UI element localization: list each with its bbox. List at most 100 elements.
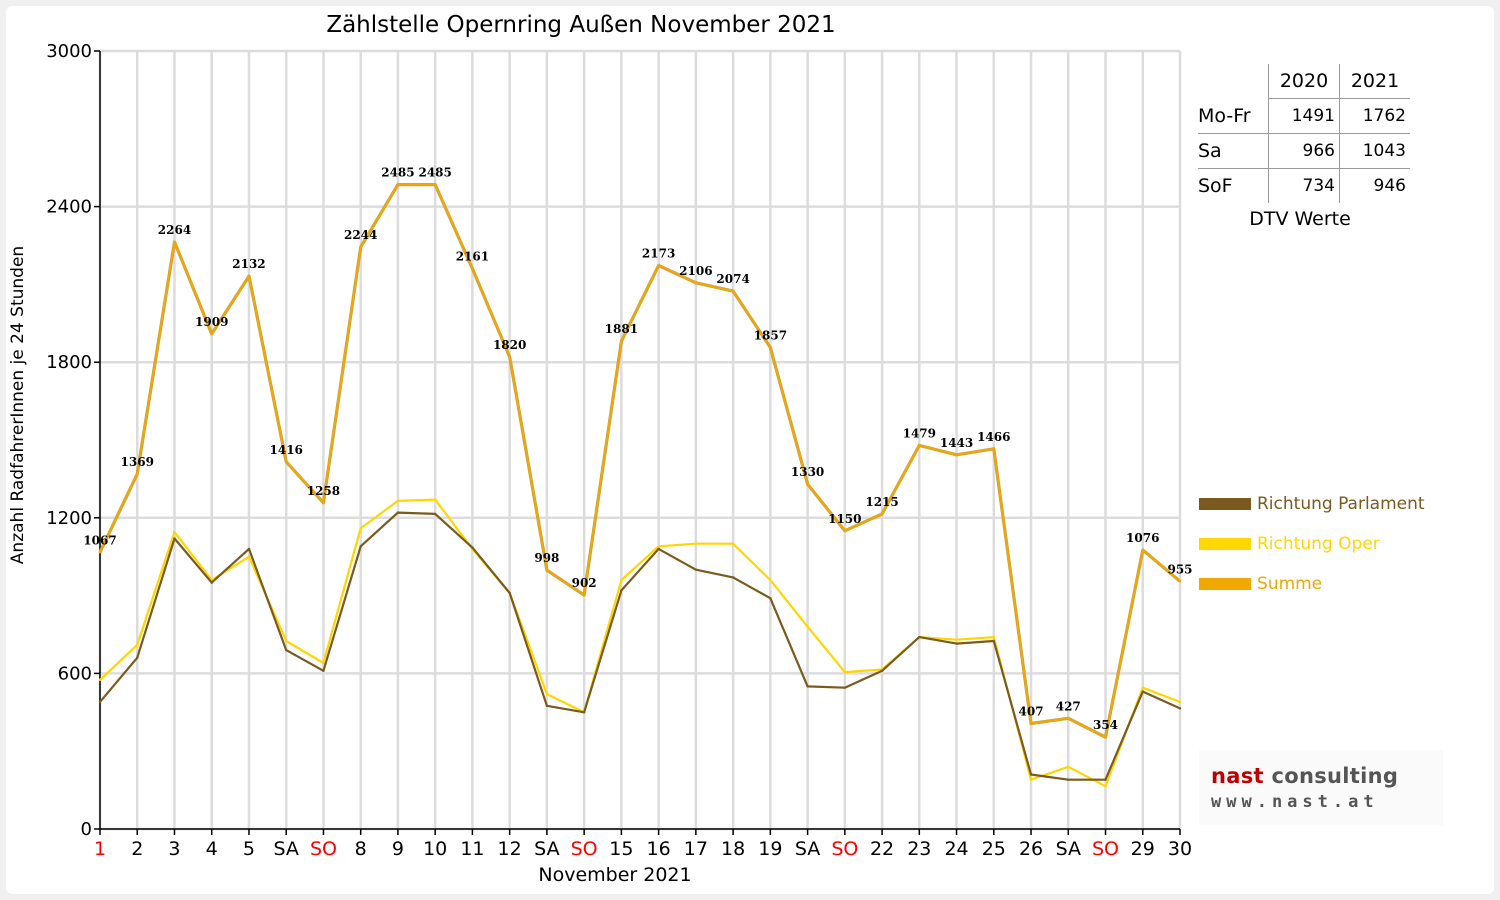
data-point [843,529,847,532]
dtv-row-label: Mo-Fr [1198,98,1269,134]
legend-label: Richtung Oper [1257,534,1380,554]
y-tick-label: 1200 [46,508,92,529]
data-point [285,460,288,463]
data-label: 1258 [307,484,340,498]
data-label: 2161 [456,250,489,264]
series-layer [98,183,1182,788]
data-point [806,685,809,688]
x-tick-label: 30 [1168,838,1192,860]
data-point [545,704,549,708]
x-tick-label: 8 [355,838,367,860]
data-point [731,542,735,545]
dtv-cell: 734 [1268,168,1340,203]
data-point [210,581,213,584]
data-point [731,576,735,579]
dtv-cell: 966 [1268,133,1340,169]
x-tick-label: 22 [870,838,894,860]
x-tick-label: SO [310,838,337,860]
data-point [508,591,511,595]
data-point [471,267,474,270]
data-label: 2106 [679,264,712,278]
data-point [955,642,958,645]
data-label: 1215 [865,495,898,509]
x-tick-label: 17 [684,838,708,860]
data-point [136,472,139,476]
x-tick-label: 9 [392,838,404,860]
data-label: 1330 [791,465,824,479]
data-point [657,545,660,548]
data-point [1029,722,1033,725]
x-tick-label: 16 [647,838,671,860]
data-point [173,240,176,244]
data-label: 1067 [83,533,116,547]
data-point [98,678,102,682]
legend-swatch [1199,538,1251,550]
data-point [992,635,995,639]
data-label: 1416 [270,443,303,457]
data-label: 354 [1093,718,1118,732]
data-point [1178,700,1182,704]
data-point [806,482,809,486]
data-point [508,355,511,359]
legend-swatch [1199,498,1251,510]
data-point [322,501,325,504]
series-line-summe [99,183,1181,739]
dtv-row: Sa 966 1043 [1198,133,1410,169]
x-tick-label: SA [534,838,559,860]
data-point [247,555,251,558]
data-point [322,661,325,665]
dtv-cell: 1762 [1339,98,1410,134]
data-point [359,245,362,249]
x-tick-label: 10 [423,838,447,860]
data-label: 998 [534,551,559,565]
data-point [471,546,474,549]
data-point [1104,785,1107,788]
x-tick-label: SO [571,838,598,860]
dtv-cell: 1491 [1268,98,1340,134]
data-point [843,686,847,689]
data-label: 2485 [381,166,414,180]
dtv-caption: DTV Werte [1249,208,1351,230]
series-line-parlament [99,511,1181,781]
data-label-layer: 1067 1369 2264 1909 2132 1416 1258 2244 2485 2485… [83,166,1192,733]
dtv-header-2020: 2020 [1268,64,1340,99]
data-point [918,635,921,639]
data-label: 1881 [605,322,638,336]
data-point [620,589,623,592]
x-tick-label: 24 [944,838,968,860]
data-point [136,643,139,647]
legend-swatch [1199,578,1251,590]
data-label: 2244 [344,228,377,242]
data-point [880,669,884,673]
data-point [359,545,362,548]
grid-layer [98,49,1182,831]
data-point [620,578,623,582]
data-point [731,289,735,293]
data-point [545,568,549,572]
data-label: 2132 [232,257,265,271]
x-tick-label: 4 [206,838,218,860]
data-label: 1076 [1126,531,1159,545]
x-tick-label: 18 [721,838,745,860]
x-tick-label: 29 [1131,838,1155,860]
x-tick-label: SA [1056,838,1081,860]
data-label: 1909 [195,315,228,329]
data-point [955,638,958,641]
data-label: 2074 [716,272,749,286]
logo-url: www.nast.at [1211,792,1379,812]
axis-layer [94,50,1181,835]
data-label: 902 [572,576,597,590]
data-label: 1466 [977,430,1010,444]
x-tick-label: 1 [94,838,106,860]
data-point [545,692,549,696]
logo-wordmark: nast consulting [1211,764,1398,788]
data-point [433,498,437,501]
data-point [210,332,213,336]
data-point [98,700,102,704]
x-tick-label: 19 [758,838,782,860]
data-point [657,264,660,267]
data-label: 2264 [158,223,191,237]
data-point [359,526,362,530]
x-tick-label: SO [831,838,858,860]
